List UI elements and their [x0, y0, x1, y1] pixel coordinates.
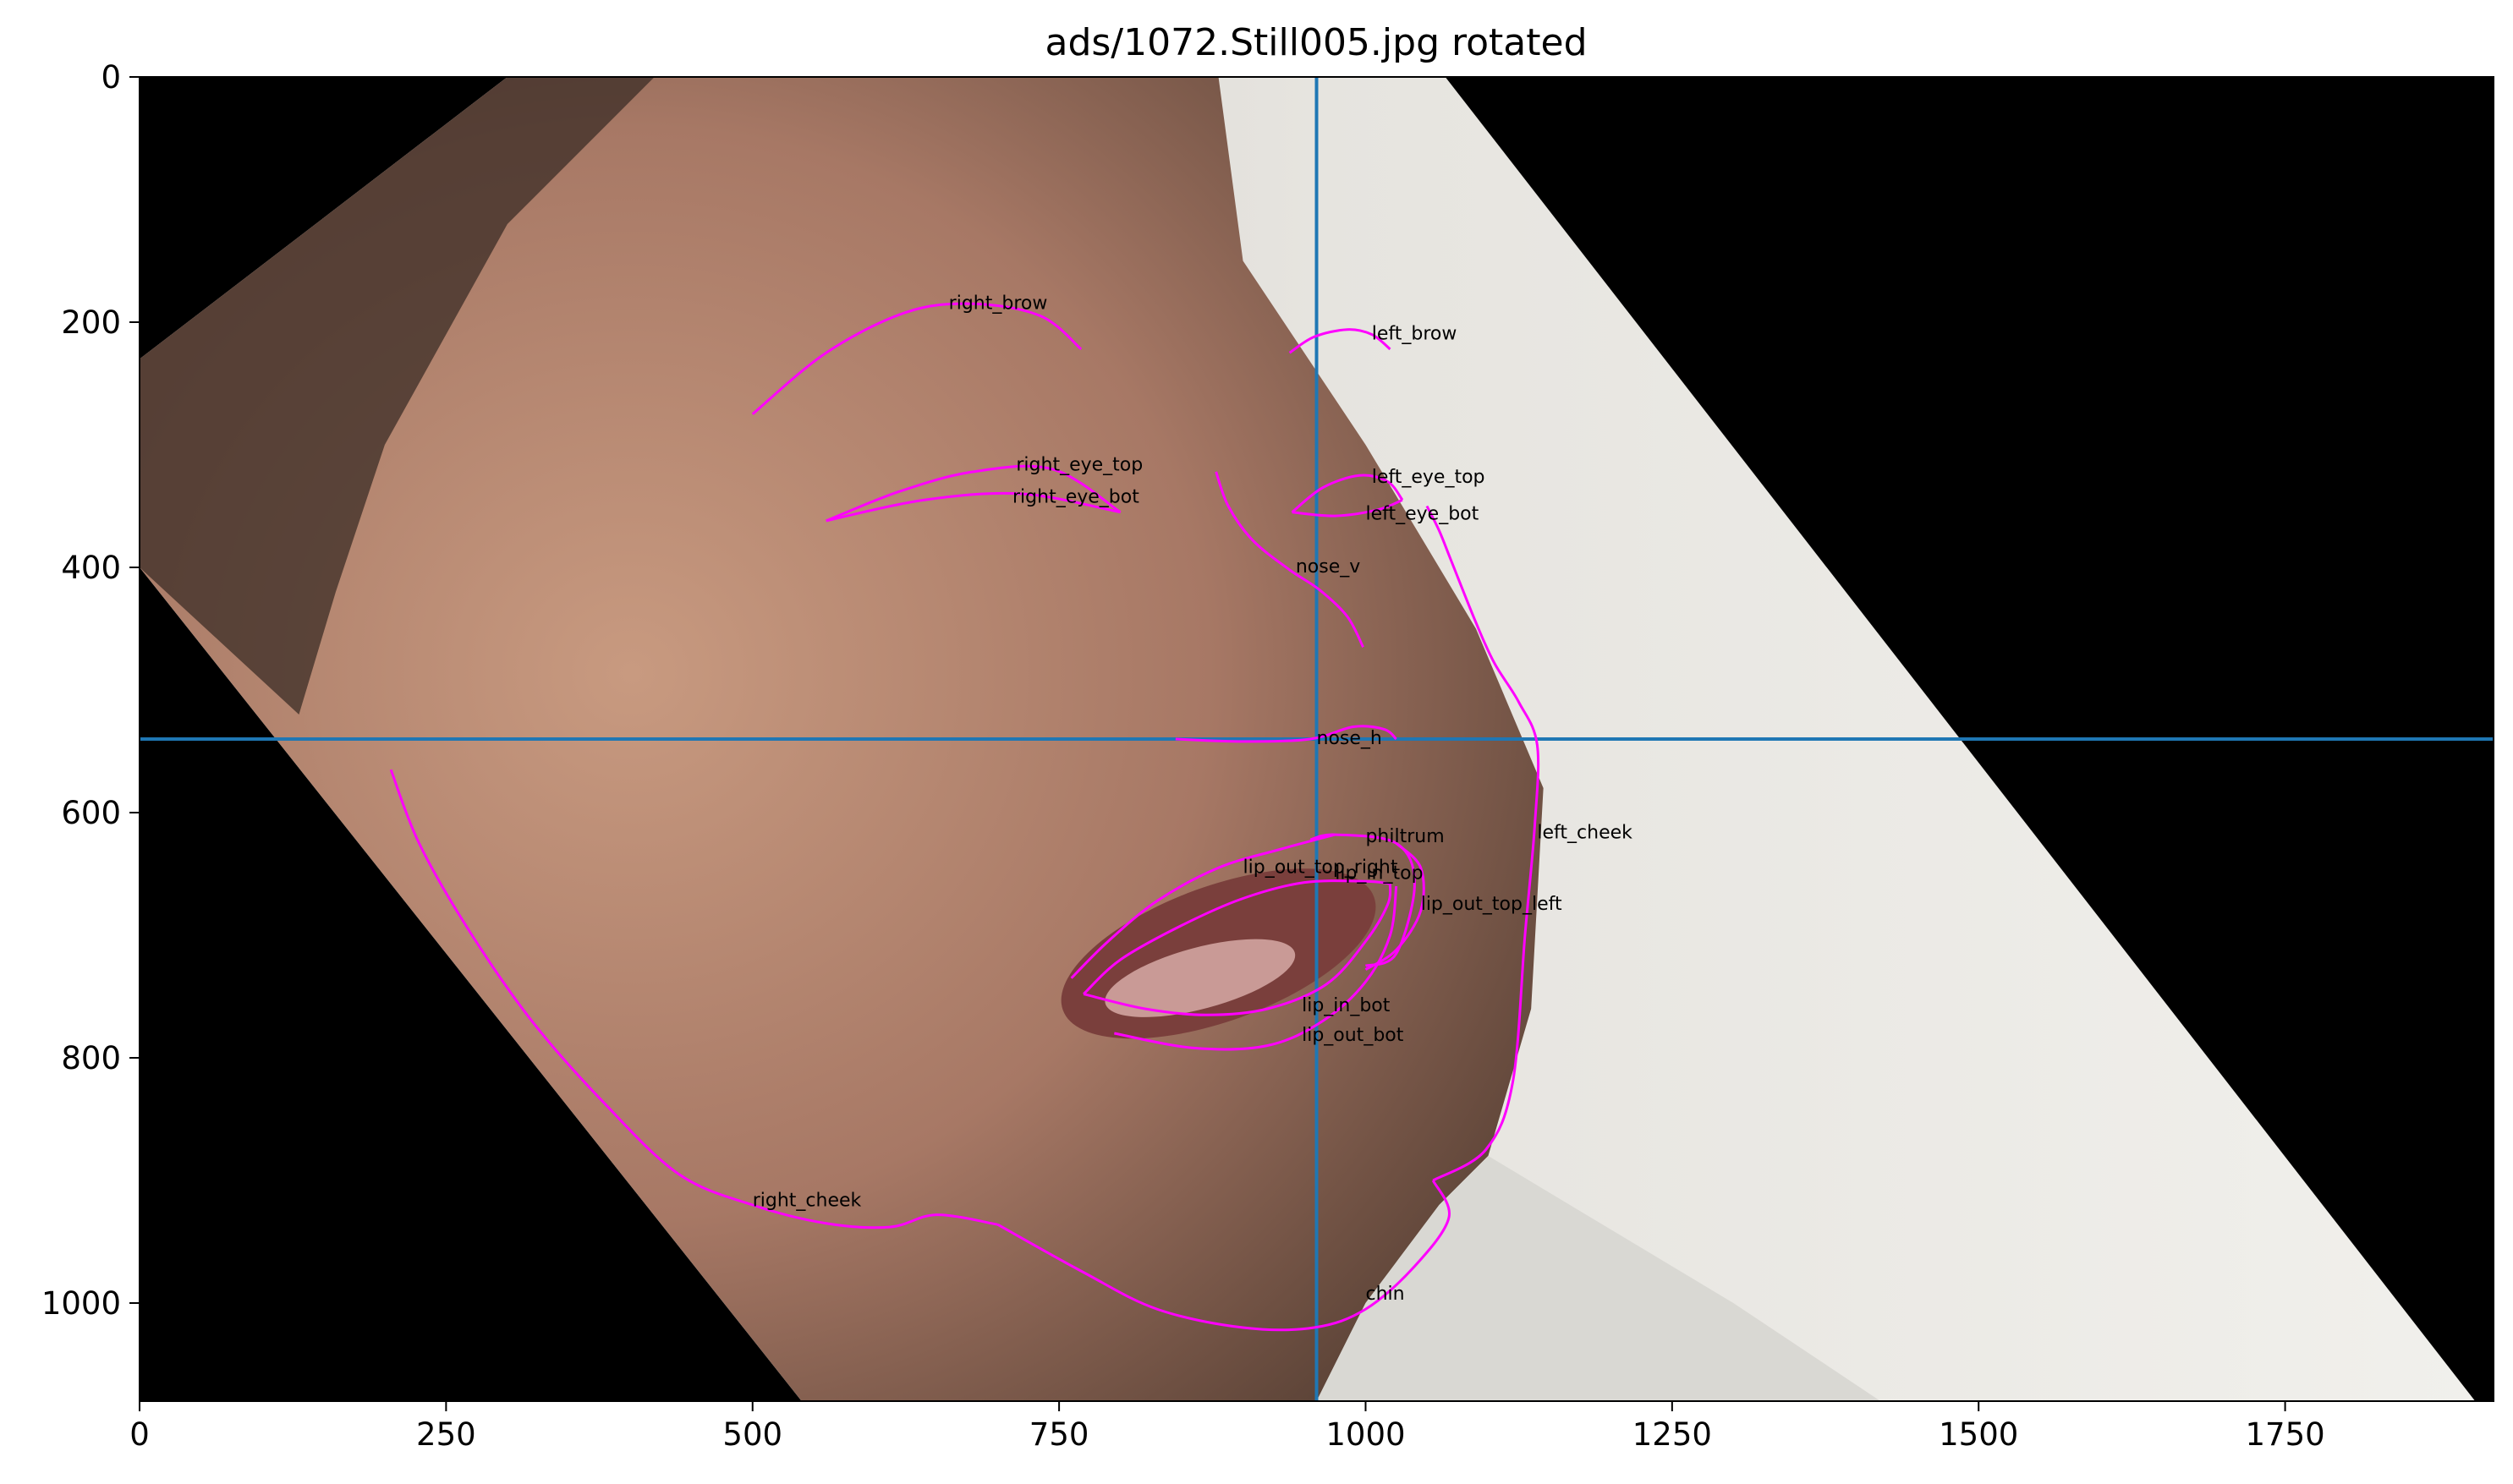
y-tick-label: 800: [61, 1040, 121, 1076]
landmark-label-lip-out-top-left: lip_out_top_left: [1421, 894, 1562, 915]
landmark-label-lip-out-bot: lip_out_bot: [1302, 1025, 1404, 1046]
x-tick-label: 1000: [1325, 1416, 1405, 1453]
y-tick-label: 600: [61, 795, 121, 831]
photo-hair: [140, 77, 655, 715]
landmark-label-right-eye-top: right_eye_top: [1016, 455, 1143, 476]
x-tick-label: 1750: [2246, 1416, 2325, 1453]
landmark-nose-v: [1215, 471, 1364, 648]
plot-area: right_brow left_brow right_eye_top right_ey…: [140, 77, 2494, 1401]
landmark-label-right-brow: right_brow: [949, 293, 1048, 314]
landmark-curves: [389, 302, 1540, 1332]
landmark-label-chin: chin: [1365, 1284, 1404, 1305]
y-tick-label: 200: [61, 304, 121, 341]
landmark-label-left-eye-top: left_eye_top: [1372, 467, 1485, 488]
x-tick-label: 750: [1029, 1416, 1089, 1453]
landmark-right-eye-bot: [826, 491, 1121, 523]
landmark-label-lip-in-top: lip_in_top: [1335, 863, 1423, 884]
landmark-label-lip-in-bot: lip_in_bot: [1302, 995, 1391, 1016]
landmark-nose-h: [1175, 725, 1397, 743]
x-tick-label: 1250: [1632, 1416, 1712, 1453]
landmark-lip-in-top: [1083, 879, 1391, 995]
landmark-right-eye-top: [826, 464, 1122, 523]
chart-title: ads/1072.Still005.jpg rotated: [1045, 21, 1587, 64]
y-axis: 0 200 400 600 800 1000: [41, 59, 140, 1322]
landmark-label-left-brow: left_brow: [1372, 324, 1457, 345]
photo-tongue: [1105, 939, 1296, 1017]
landmark-left-eye-bot: [1292, 498, 1403, 517]
landmark-lip-in-bot: [1083, 883, 1392, 1016]
landmark-chin: [996, 1180, 1451, 1332]
landmark-label-lip-out-top-right: lip_out_top_right: [1243, 857, 1398, 878]
axes-frame: [139, 76, 2494, 1402]
x-tick-label: 0: [129, 1416, 150, 1453]
landmark-labels: right_brow left_brow right_eye_top right_ey…: [753, 293, 1632, 1305]
x-axis: 0 250 500 750 1000 1250 1500 1750: [129, 1401, 2325, 1453]
y-tick-label: 0: [101, 59, 121, 96]
landmark-lip-out-top-right: [1070, 833, 1336, 979]
landmark-label-nose-h: nose_h: [1317, 728, 1382, 749]
landmark-label-left-cheek: left_cheek: [1537, 823, 1632, 844]
x-tick-label: 1500: [1939, 1416, 2018, 1453]
landmark-label-nose-v: nose_v: [1296, 556, 1360, 578]
landmark-label-right-eye-bot: right_eye_bot: [1012, 486, 1139, 507]
landmark-label-left-eye-bot: left_eye_bot: [1365, 504, 1479, 525]
x-tick-label: 500: [722, 1416, 782, 1453]
photo-clothing: [1316, 1156, 1881, 1401]
landmark-right-brow: [751, 302, 1083, 415]
landmark-left-brow: [1288, 328, 1391, 354]
landmark-left-eye-top: [1291, 474, 1404, 513]
landmark-lip-out-bot: [1114, 885, 1398, 1051]
landmark-right-cheek: [389, 769, 998, 1229]
y-tick-label: 400: [61, 550, 121, 586]
x-tick-label: 250: [416, 1416, 476, 1453]
landmark-label-right-cheek: right_cheek: [753, 1191, 862, 1212]
landmark-left-cheek: [1425, 505, 1540, 1182]
landmark-label-philtrum: philtrum: [1365, 826, 1444, 847]
y-tick-label: 1000: [41, 1285, 121, 1322]
landmark-lip-out-top-left: [1364, 842, 1425, 971]
